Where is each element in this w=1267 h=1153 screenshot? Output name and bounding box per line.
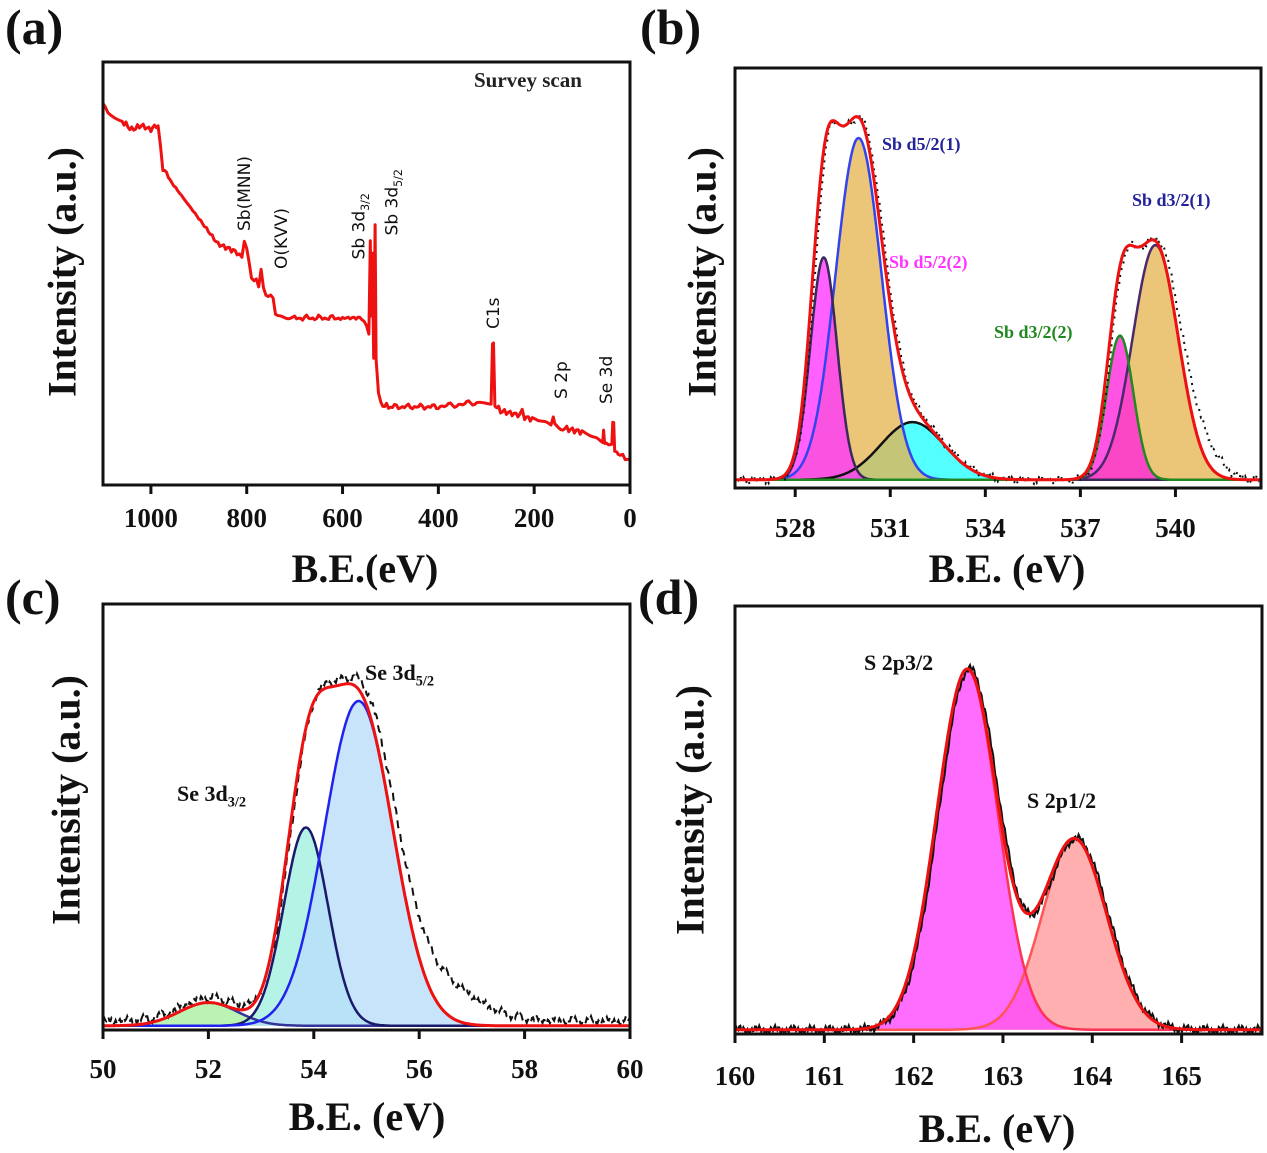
- annotation-sb-d52-1: Sb d5/2(1): [882, 134, 961, 154]
- peak-fill-se-3d5-2: [103, 701, 630, 1026]
- peak-fill-satellite: [103, 1002, 630, 1026]
- annotation-subscript: 5/2: [415, 673, 435, 690]
- panel-label-c: (c): [5, 569, 61, 625]
- annotation-sb-d32-1: Sb d3/2(1): [1132, 190, 1211, 210]
- annotation-s-2p32: S 2p3/2: [864, 650, 934, 675]
- envelope-fit-line: [735, 667, 1262, 1032]
- x-tick-label: 165: [1161, 1061, 1202, 1091]
- y-axis-title-a: Intensity (a.u.): [39, 146, 85, 398]
- annotation-sb-d32-2: Sb d3/2(2): [994, 322, 1073, 342]
- annotation-o-kvv: O(KVV): [272, 207, 292, 269]
- x-tick-label: 163: [983, 1061, 1024, 1091]
- x-axis-title-c: B.E. (eV): [288, 1094, 446, 1139]
- chart-panel-a: 1000 800 600 400 200 0: [101, 60, 637, 533]
- x-tick-label: 161: [804, 1061, 845, 1091]
- annotation-se-3d52: Se 3d5/2: [365, 662, 434, 689]
- annotation-s-2p12: S 2p1/2: [1027, 788, 1097, 813]
- annotation-text: Sb 3d: [349, 210, 370, 260]
- survey-scan-title: Survey scan: [474, 68, 582, 92]
- annotation-text: S 2p: [552, 361, 572, 399]
- y-axis-title-d: Intensity (a.u.): [667, 684, 713, 936]
- survey-spectrum-line: [103, 102, 630, 462]
- panel-label-d: (d): [638, 569, 700, 625]
- x-tick-label: 537: [1060, 513, 1101, 543]
- plot-frame: [101, 60, 632, 487]
- annotation-sb-3d32: Sb 3d3/2: [349, 193, 372, 260]
- annotation-text: Se 3d: [177, 781, 228, 806]
- x-tick-label: 400: [418, 503, 459, 533]
- panel-label-a: (a): [5, 0, 64, 55]
- envelope-fit-line: [735, 115, 1261, 482]
- annotation-text: Se 3d: [365, 660, 416, 685]
- y-axis-title-c: Intensity (a.u.): [43, 674, 89, 926]
- x-axis-title-b: B.E. (eV): [928, 546, 1086, 591]
- chart-panel-d: 160 161 162 163 164 165: [715, 604, 1264, 1091]
- plot-frame: [733, 66, 1263, 490]
- x-axis-title-a: B.E.(eV): [291, 546, 439, 591]
- annotation-text: Se 3d: [597, 355, 617, 404]
- annotation-c1s: C1s: [484, 297, 504, 329]
- x-tick-label: 52: [195, 1054, 222, 1084]
- peak-fill-s-2p3-2: [735, 669, 1262, 1030]
- x-tick-label: 1000: [124, 503, 178, 533]
- annotation-s-2p: S 2p: [552, 361, 572, 399]
- annotation-text: Sb(MNN): [235, 156, 255, 231]
- x-tick-label: 0: [623, 503, 637, 533]
- annotation-sb-mnn: Sb(MNN): [235, 156, 255, 231]
- x-tick-label: 50: [90, 1054, 117, 1084]
- chart-panel-b: 528 531 534 537 540: [733, 66, 1263, 543]
- y-axis-title-b: Intensity (a.u.): [679, 146, 725, 398]
- experimental-data-line: [735, 111, 1261, 488]
- plot-frame: [101, 602, 632, 1032]
- x-tick-label: 540: [1155, 513, 1196, 543]
- annotation-text: Sb 3d: [382, 186, 403, 236]
- x-tick-label: 534: [965, 513, 1006, 543]
- annotation-sb-3d52: Sb 3d5/2: [382, 169, 405, 236]
- x-tick-label: 56: [406, 1054, 433, 1084]
- panel-label-b: (b): [640, 0, 702, 55]
- x-tick-label: 531: [870, 513, 911, 543]
- x-tick-label: 58: [511, 1054, 538, 1084]
- x-tick-label: 162: [893, 1061, 934, 1091]
- plot-area: [103, 670, 630, 1029]
- plot-frame: [733, 604, 1264, 1036]
- annotation-subscript: 5/2: [391, 169, 405, 187]
- annotation-subscript: 3/2: [227, 794, 247, 811]
- chart-panel-c: 50 52 54 56 58 60: [90, 602, 644, 1084]
- x-tick-label: 164: [1072, 1061, 1113, 1091]
- annotation-text: O(KVV): [272, 207, 292, 269]
- x-tick-label: 60: [617, 1054, 644, 1084]
- x-tick-label: 200: [514, 503, 555, 533]
- peak-fill-sb-d5-2-1-: [735, 138, 1261, 480]
- plot-area: [735, 662, 1262, 1034]
- x-tick-label: 54: [300, 1054, 327, 1084]
- x-tick-label: 528: [775, 513, 816, 543]
- annotation-se-3d32: Se 3d3/2: [177, 783, 246, 810]
- x-tick-label: 800: [226, 503, 267, 533]
- x-tick-label: 160: [715, 1061, 756, 1091]
- annotation-sb-d52-2: Sb d5/2(2): [889, 252, 968, 272]
- plot-area: [735, 111, 1261, 488]
- annotation-subscript: 3/2: [358, 193, 372, 211]
- envelope-fit-line: [103, 682, 630, 1028]
- x-axis-title-d: B.E. (eV): [918, 1106, 1076, 1151]
- x-tick-label: 600: [322, 503, 363, 533]
- annotation-text: C1s: [484, 297, 504, 329]
- annotation-se-3d: Se 3d: [597, 355, 617, 404]
- plot-area: [103, 102, 630, 462]
- experimental-data-line: [103, 670, 630, 1029]
